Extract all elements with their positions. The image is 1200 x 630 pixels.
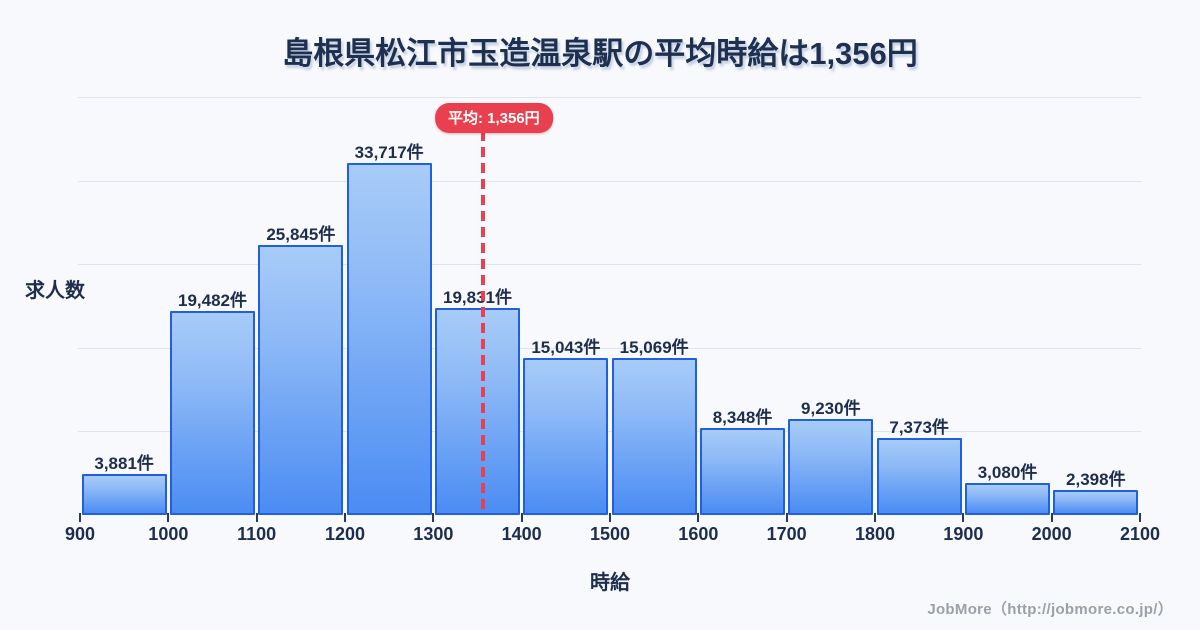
bar-value-label: 33,717件 — [354, 142, 424, 162]
x-tick — [344, 513, 346, 522]
bar — [611, 357, 697, 515]
gridline — [78, 97, 1142, 98]
x-tick-label: 2000 — [1031, 524, 1072, 544]
bar — [81, 474, 167, 515]
bar-value-label: 19,482件 — [178, 291, 247, 311]
bar — [169, 311, 256, 515]
bar — [523, 357, 609, 515]
x-tick-label: 900 — [64, 524, 96, 544]
bar-value-label: 3,080件 — [977, 462, 1038, 482]
x-tick — [785, 513, 788, 522]
bar-value-label: 8,348件 — [712, 407, 773, 427]
bar — [1053, 489, 1139, 515]
bar — [346, 162, 432, 515]
x-axis-label: 時給 — [590, 572, 630, 594]
bar-value-label: 15,069件 — [619, 337, 689, 357]
bar-value-label: 2,398件 — [1066, 469, 1126, 489]
average-line — [480, 131, 485, 515]
bar-value-label: 25,845件 — [266, 224, 336, 244]
x-tick — [1050, 513, 1053, 522]
gridline — [78, 347, 1142, 349]
gridline — [78, 180, 1142, 182]
x-tick — [167, 513, 170, 522]
x-tick — [1139, 513, 1141, 522]
gridline — [78, 264, 1142, 266]
footer-credit: JobMore（http://jobmore.co.jp/） — [927, 601, 1173, 618]
page-title: 島根県松江市玉造温泉駅の平均時給は1,356円 — [282, 36, 918, 71]
bar-value-label: 3,881件 — [94, 454, 154, 474]
bar — [964, 482, 1051, 515]
bar — [876, 437, 962, 515]
x-tick — [79, 513, 81, 522]
x-tick — [520, 513, 523, 522]
bar — [788, 418, 874, 515]
x-tick-label: 1100 — [237, 524, 277, 544]
bar — [434, 307, 521, 515]
bar-value-label: 9,230件 — [801, 398, 861, 418]
x-tick-label: 1800 — [854, 524, 896, 544]
x-tick — [962, 513, 965, 522]
x-tick-label: 1300 — [413, 524, 454, 544]
bar-value-label: 15,043件 — [531, 337, 601, 357]
average-badge: 平均: 1,356円 — [434, 103, 553, 133]
x-tick-label: 2100 — [1119, 524, 1161, 544]
x-tick — [697, 513, 700, 522]
bar-value-label: 19,831件 — [443, 287, 512, 307]
x-tick-label: 1900 — [943, 524, 984, 544]
x-tick — [255, 513, 258, 522]
x-tick-label: 1700 — [766, 524, 807, 544]
x-tick — [874, 513, 876, 522]
gridline — [78, 431, 1142, 433]
x-tick-label: 1200 — [324, 524, 366, 544]
x-tick-label: 1000 — [148, 524, 189, 544]
bar-value-label: 7,373件 — [889, 417, 949, 437]
x-tick-label: 1600 — [678, 524, 719, 544]
x-tick — [432, 513, 435, 522]
x-tick-label: 1500 — [589, 524, 631, 544]
bar — [258, 244, 344, 515]
bar — [699, 427, 786, 515]
y-axis-label: 求人数 — [25, 280, 85, 302]
x-tick — [609, 513, 611, 522]
x-tick-label: 1400 — [501, 524, 542, 544]
